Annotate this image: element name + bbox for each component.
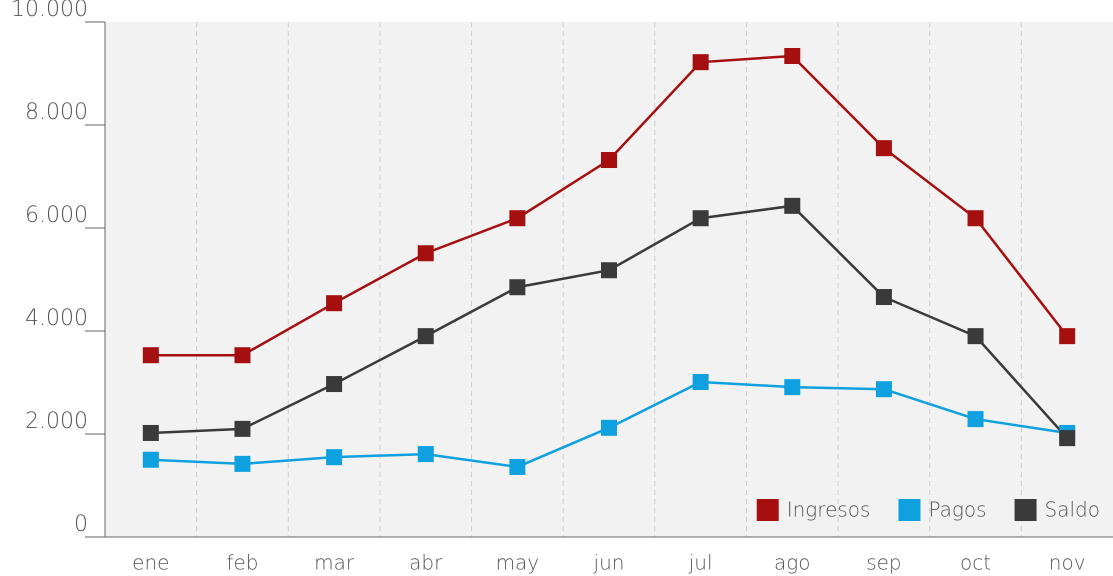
point-marker [142,451,159,468]
x-tick-label: abr [409,551,443,575]
point-marker [601,419,617,436]
x-tick-label: ago [774,551,811,575]
point-marker [142,424,159,441]
point-marker [784,47,801,64]
y-tick-label: 6.000 [25,203,88,228]
x-tick-label: ene [132,551,169,575]
y-tick-label: 4.000 [25,306,88,331]
x-tick-label: sep [866,551,901,575]
point-marker [1059,328,1076,345]
point-marker [234,420,251,437]
plot-area [105,22,1113,537]
y-tick-label: 0 [74,512,88,537]
x-tick-label: nov [1049,551,1086,575]
point-marker [692,210,709,227]
legend-label: Saldo [1045,498,1100,522]
point-marker [509,279,526,296]
point-marker [875,140,892,157]
point-marker [234,347,251,364]
point-marker [1059,430,1076,447]
point-marker [601,152,617,169]
point-marker [234,455,251,472]
point-marker [784,197,801,214]
y-tick-label: 2.000 [25,409,88,434]
legend-swatch [1014,499,1037,521]
point-marker [967,411,984,428]
x-tick-label: may [496,551,540,575]
point-marker [142,347,159,364]
point-marker [509,210,526,227]
x-tick-label: jul [688,551,713,575]
point-marker [692,373,709,390]
x-tick-label: mar [314,551,355,575]
x-tick-label: oct [960,551,991,575]
point-marker [509,458,526,475]
legend-label: Ingresos [787,498,871,522]
point-marker [417,245,434,262]
point-marker [784,379,801,396]
point-marker [326,376,343,393]
point-marker [326,449,343,466]
point-marker [326,295,343,312]
y-tick-label: 8.000 [25,100,88,125]
point-marker [875,289,892,306]
legend-swatch [756,499,779,521]
point-marker [692,54,709,71]
y-tick-label: 10.000 [11,0,88,22]
point-marker [875,381,892,398]
point-marker [417,446,434,463]
x-tick-label: jun [593,551,625,575]
legend-label: Pagos [928,498,986,522]
legend-swatch [898,499,921,521]
x-tick-label: feb [226,551,258,575]
point-marker [967,210,984,227]
point-marker [967,328,984,345]
point-marker [601,262,617,279]
point-marker [417,328,434,345]
